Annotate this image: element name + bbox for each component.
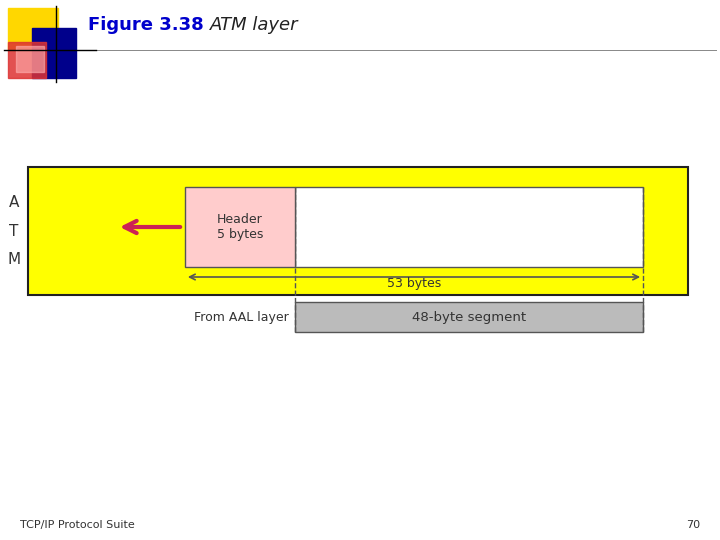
Text: 48-byte segment: 48-byte segment — [412, 310, 526, 323]
Bar — [16, 46, 44, 72]
Bar — [8, 8, 58, 50]
Bar — [185, 187, 295, 267]
Bar — [295, 187, 643, 267]
Text: T: T — [9, 224, 19, 239]
Text: A: A — [9, 195, 19, 211]
Text: 53 bytes: 53 bytes — [387, 277, 441, 290]
Bar — [295, 302, 643, 332]
Bar — [32, 28, 76, 78]
Text: ATM layer: ATM layer — [210, 16, 299, 34]
Text: M: M — [7, 252, 21, 267]
Text: TCP/IP Protocol Suite: TCP/IP Protocol Suite — [20, 520, 135, 530]
Text: 70: 70 — [686, 520, 700, 530]
Text: From AAL layer: From AAL layer — [194, 310, 289, 323]
Bar — [28, 167, 688, 295]
Text: Figure 3.38: Figure 3.38 — [88, 16, 204, 34]
Text: Header
5 bytes: Header 5 bytes — [217, 213, 264, 241]
Bar — [8, 42, 46, 78]
